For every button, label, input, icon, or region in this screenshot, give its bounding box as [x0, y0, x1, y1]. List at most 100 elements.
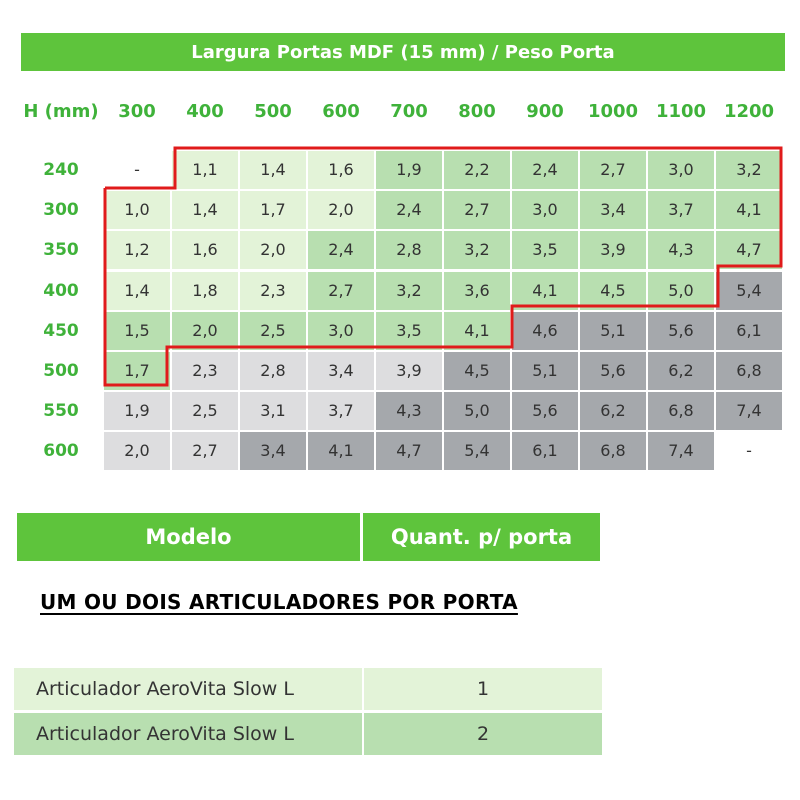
weight-cell: 4,1 [308, 432, 374, 471]
height-header-350: 350 [43, 240, 79, 261]
height-header-450: 450 [43, 320, 79, 341]
height-header-550: 550 [43, 401, 79, 422]
weight-cell: 2,3 [172, 352, 238, 390]
weight-cell: 4,1 [444, 311, 510, 350]
weight-cell: 1,0 [104, 191, 170, 230]
weight-cell: 5,1 [512, 352, 578, 390]
weight-cell: 5,4 [444, 432, 510, 471]
weight-cell: 1,5 [104, 311, 170, 350]
table-title: Largura Portas MDF (15 mm) / Peso Porta [21, 33, 785, 71]
width-header-300: 300 [118, 101, 156, 122]
model-row-2-name: Articulador AeroVita Slow L [14, 713, 362, 755]
weight-cell: 6,8 [580, 432, 646, 471]
weight-cell: 6,1 [512, 432, 578, 471]
weight-cell: 3,0 [512, 191, 578, 230]
weight-cell: 5,6 [512, 392, 578, 431]
width-header-600: 600 [322, 101, 360, 122]
weight-cell: 3,9 [580, 231, 646, 270]
weight-cell: 2,0 [172, 311, 238, 350]
weight-cell: 5,6 [580, 352, 646, 390]
weight-cell: 2,0 [308, 191, 374, 230]
weight-cell: 3,4 [240, 432, 306, 471]
weight-cell: 6,8 [648, 392, 714, 431]
weight-cell: 3,0 [648, 151, 714, 189]
weight-cell: 5,0 [648, 271, 714, 310]
weight-cell: 2,0 [240, 231, 306, 270]
weight-cell: 1,8 [172, 271, 238, 310]
model-row-1-qty: 1 [364, 668, 602, 710]
weight-cell: 1,4 [240, 151, 306, 189]
weight-cell: 4,1 [716, 191, 782, 230]
weight-cell: 2,4 [308, 231, 374, 270]
weight-cell: 2,7 [444, 191, 510, 230]
weight-cell: 5,0 [444, 392, 510, 431]
weight-cell: 3,4 [580, 191, 646, 230]
weight-cell: 2,7 [580, 151, 646, 189]
weight-cell: 2,4 [512, 151, 578, 189]
weight-cell: 2,0 [104, 432, 170, 471]
weight-cell: - [134, 160, 140, 179]
weight-cell: 2,5 [240, 311, 306, 350]
weight-cell: 3,2 [716, 151, 782, 189]
width-header-1100: 1100 [655, 101, 707, 122]
weight-cell: 1,6 [308, 151, 374, 189]
width-header-900: 900 [526, 101, 564, 122]
weight-cell: 4,5 [580, 271, 646, 310]
weight-cell: - [746, 441, 752, 461]
weight-cell: 3,1 [240, 392, 306, 431]
quantity-column-header: Quant. p/ porta [363, 513, 600, 561]
weight-cell: 5,1 [580, 311, 646, 350]
weight-cell: 6,8 [716, 352, 782, 390]
weight-cell: 3,0 [308, 311, 374, 350]
weight-cell: 2,7 [308, 271, 374, 310]
weight-cell: 4,3 [376, 392, 442, 431]
weight-cell: 1,9 [376, 151, 442, 189]
weight-cell: 3,4 [308, 352, 374, 390]
weight-cell: 4,6 [512, 311, 578, 350]
height-header-400: 400 [43, 280, 79, 301]
weight-cell: 3,7 [308, 392, 374, 431]
weight-cell: 4,1 [512, 271, 578, 310]
weight-cell: 5,6 [648, 311, 714, 350]
width-header-1200: 1200 [723, 101, 775, 122]
weight-cell: 7,4 [648, 432, 714, 471]
weight-cell: 4,7 [376, 432, 442, 471]
weight-cell: 6,2 [580, 392, 646, 431]
weight-cell: 2,2 [444, 151, 510, 189]
weight-cell: 4,5 [444, 352, 510, 390]
weight-cell: 4,7 [716, 231, 782, 270]
weight-cell: 2,7 [172, 432, 238, 471]
height-label: H (mm) [23, 101, 99, 122]
weight-cell: 6,1 [716, 311, 782, 350]
height-header-240: 240 [43, 160, 79, 180]
weight-cell: 2,8 [376, 231, 442, 270]
weight-cell: 1,4 [104, 271, 170, 310]
weight-cell: 2,8 [240, 352, 306, 390]
width-header-400: 400 [186, 101, 224, 122]
weight-cell: 1,2 [104, 231, 170, 270]
width-header-1000: 1000 [587, 101, 639, 122]
height-header-500: 500 [43, 361, 79, 381]
weight-cell: 1,1 [172, 151, 238, 189]
weight-cell: 3,7 [648, 191, 714, 230]
width-header-800: 800 [458, 101, 496, 122]
weight-cell: 3,5 [512, 231, 578, 270]
height-header-600: 600 [43, 441, 79, 462]
weight-cell: 2,4 [376, 191, 442, 230]
weight-cell: 1,7 [104, 352, 170, 390]
model-row-2-qty: 2 [364, 713, 602, 755]
weight-cell: 2,3 [240, 271, 306, 310]
height-header-300: 300 [43, 200, 79, 221]
weight-cell: 3,6 [444, 271, 510, 310]
weight-cell: 3,2 [444, 231, 510, 270]
weight-cell: 2,5 [172, 392, 238, 431]
weight-cell: 3,2 [376, 271, 442, 310]
weight-cell: 6,2 [648, 352, 714, 390]
weight-cell: 7,4 [716, 392, 782, 431]
weight-cell: 4,3 [648, 231, 714, 270]
weight-cell: 3,9 [376, 352, 442, 390]
weight-cell: 5,4 [716, 271, 782, 310]
weight-cell: 1,9 [104, 392, 170, 431]
model-row-1-name: Articulador AeroVita Slow L [14, 668, 362, 710]
weight-cell: 1,4 [172, 191, 238, 230]
